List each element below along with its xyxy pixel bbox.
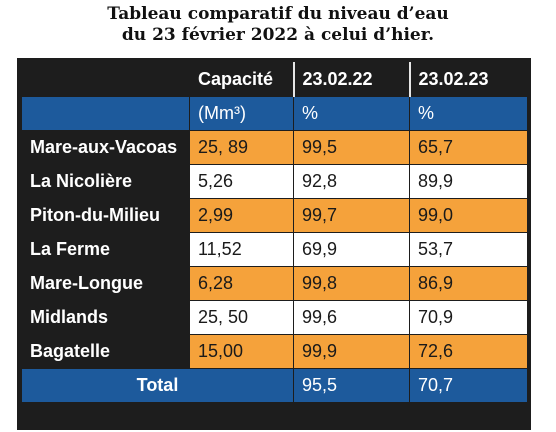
level-2023-cell: 89,9 — [409, 164, 528, 199]
reservoir-name: Piton-du-Milieu — [21, 198, 190, 233]
table-row: Piton-du-Milieu 2,99 99,7 99,0 — [21, 198, 528, 233]
capacity-cell: 6,28 — [189, 266, 294, 301]
level-2023-cell: 86,9 — [409, 266, 528, 301]
total-label: Total — [21, 368, 294, 403]
units-row: (Mm³) % % — [21, 96, 528, 131]
level-2023-cell: 99,0 — [409, 198, 528, 233]
units-empty — [21, 96, 190, 131]
header-capacity: Capacité — [189, 62, 294, 97]
header-2023: 23.02.23 — [408, 62, 528, 97]
level-2022-cell: 99,9 — [293, 334, 410, 369]
reservoir-name: La Nicolière — [21, 164, 190, 199]
capacity-cell: 15,00 — [189, 334, 294, 369]
reservoir-name: Mare-Longue — [21, 266, 190, 301]
level-2023-cell: 65,7 — [409, 130, 528, 165]
reservoir-name: Mare-aux-Vacoas — [21, 130, 190, 165]
level-2022-cell: 69,9 — [293, 232, 410, 267]
title-line-2: du 23 février 2022 à celui d’hier. — [121, 25, 435, 45]
header-2022: 23.02.22 — [292, 62, 410, 97]
level-2023-cell: 53,7 — [409, 232, 528, 267]
title-line-1: Tableau comparatif du niveau d’eau — [107, 4, 449, 24]
unit-pct-2023: % — [409, 96, 528, 131]
level-2023-cell: 70,9 — [409, 300, 528, 335]
table-row: Mare-Longue 6,28 99,8 86,9 — [21, 266, 528, 301]
capacity-cell: 25, 89 — [189, 130, 294, 165]
unit-capacity: (Mm³) — [189, 96, 294, 131]
level-2022-cell: 92,8 — [293, 164, 410, 199]
level-2022-cell: 99,5 — [293, 130, 410, 165]
table-row: La Nicolière 5,26 92,8 89,9 — [21, 164, 528, 199]
reservoir-name: Midlands — [21, 300, 190, 335]
level-2022-cell: 99,8 — [293, 266, 410, 301]
capacity-cell: 5,26 — [189, 164, 294, 199]
table-row: La Ferme 11,52 69,9 53,7 — [21, 232, 528, 267]
table-row: Bagatelle 15,00 99,9 72,6 — [21, 334, 528, 369]
capacity-cell: 25, 50 — [189, 300, 294, 335]
total-2023-cell: 70,7 — [409, 368, 528, 403]
table-title: Tableau comparatif du niveau d’eau du 23… — [0, 4, 556, 46]
header-empty — [21, 62, 190, 97]
table-row: Mare-aux-Vacoas 25, 89 99,5 65,7 — [21, 130, 528, 165]
total-row: Total 95,5 70,7 — [21, 368, 528, 403]
capacity-cell: 11,52 — [189, 232, 294, 267]
unit-pct-2022: % — [293, 96, 410, 131]
water-level-table: Capacité 23.02.22 23.02.23 (Mm³) % % Mar… — [21, 62, 528, 403]
reservoir-name: Bagatelle — [21, 334, 190, 369]
level-2022-cell: 99,7 — [293, 198, 410, 233]
level-2022-cell: 99,6 — [293, 300, 410, 335]
reservoir-name: La Ferme — [21, 232, 190, 267]
total-2022-cell: 95,5 — [293, 368, 410, 403]
level-2023-cell: 72,6 — [409, 334, 528, 369]
capacity-cell: 2,99 — [189, 198, 294, 233]
header-row: Capacité 23.02.22 23.02.23 — [21, 62, 528, 97]
table-row: Midlands 25, 50 99,6 70,9 — [21, 300, 528, 335]
